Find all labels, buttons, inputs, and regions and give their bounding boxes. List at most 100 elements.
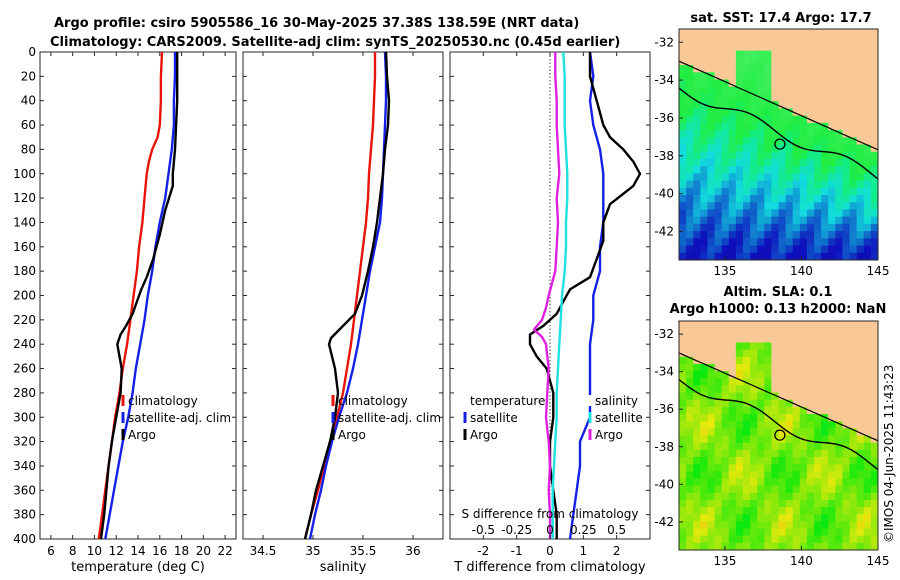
ocean-cell	[714, 492, 723, 501]
ocean-cell	[686, 79, 694, 88]
ocean-cell	[785, 442, 794, 451]
ocean-cell	[821, 421, 829, 429]
land-cell	[721, 335, 730, 344]
ocean-cell	[750, 449, 758, 458]
ocean-cell	[742, 542, 751, 550]
ocean-cell	[806, 485, 815, 494]
land-cell	[806, 399, 815, 408]
ocean-cell	[835, 173, 844, 182]
ocean-cell	[814, 492, 822, 501]
ocean-cell	[700, 72, 709, 81]
land-cell	[686, 36, 694, 45]
ocean-cell	[721, 130, 730, 138]
ocean-cell	[742, 137, 751, 146]
ocean-cell	[764, 456, 772, 465]
land-cell	[870, 65, 878, 73]
ocean-cell	[849, 209, 858, 218]
ocean-cell	[700, 507, 709, 515]
ocean-cell	[863, 442, 872, 451]
ocean-cell	[721, 442, 730, 451]
ocean-cell	[814, 173, 822, 182]
land-cell	[835, 72, 844, 81]
ocean-cell	[792, 202, 801, 211]
ocean-cell	[828, 245, 836, 254]
land-cell	[707, 349, 716, 358]
land-cell	[835, 79, 844, 88]
ocean-cell	[806, 173, 815, 182]
ocean-cell	[707, 435, 716, 444]
ocean-cell	[721, 392, 730, 401]
ocean-cell	[764, 245, 772, 254]
ocean-cell	[863, 151, 872, 160]
ocean-cell	[849, 478, 858, 487]
ocean-cell	[750, 456, 758, 465]
ocean-cell	[806, 252, 815, 260]
ocean-cell	[700, 442, 709, 451]
ocean-cell	[750, 50, 758, 59]
ocean-cell	[693, 492, 701, 501]
ocean-cell	[828, 151, 836, 160]
ocean-cell	[863, 216, 872, 225]
ocean-cell	[764, 216, 772, 225]
legend-label: satellite-adj. clim	[128, 411, 231, 425]
ocean-cell	[842, 449, 851, 458]
ocean-cell	[757, 542, 765, 550]
land-cell	[835, 371, 844, 379]
ocean-cell	[814, 521, 822, 530]
ocean-cell	[842, 507, 851, 515]
ocean-cell	[764, 209, 772, 218]
ocean-cell	[849, 137, 858, 146]
ocean-cell	[799, 492, 808, 501]
ocean-cell	[693, 478, 701, 487]
ocean-cell	[728, 180, 737, 189]
ocean-cell	[735, 79, 744, 88]
land-cell	[842, 321, 851, 329]
land-cell	[792, 29, 801, 37]
ocean-cell	[764, 86, 772, 95]
land-cell	[721, 72, 730, 81]
ocean-cell	[764, 173, 772, 182]
ocean-cell	[814, 238, 822, 247]
land-cell	[828, 371, 836, 379]
ocean-cell	[757, 238, 765, 247]
land-cell	[814, 392, 822, 401]
ocean-cell	[828, 435, 836, 444]
land-cell	[757, 29, 765, 37]
ocean-cell	[679, 122, 687, 131]
land-cell	[714, 65, 723, 73]
ocean-cell	[778, 195, 787, 203]
ocean-cell	[728, 514, 737, 522]
ocean-cell	[814, 187, 822, 196]
ocean-cell	[785, 166, 794, 174]
ocean-cell	[792, 195, 801, 203]
ocean-cell	[721, 499, 730, 508]
ocean-cell	[828, 442, 836, 451]
ocean-cell	[721, 492, 730, 501]
ocean-cell	[821, 252, 829, 260]
land-cell	[806, 101, 815, 110]
ocean-cell	[814, 180, 822, 189]
land-cell	[828, 328, 836, 336]
ocean-cell	[735, 158, 744, 167]
land-cell	[849, 363, 858, 372]
ocean-cell	[806, 245, 815, 254]
ocean-cell	[707, 371, 716, 379]
land-cell	[835, 115, 844, 124]
ocean-cell	[764, 478, 772, 487]
land-cell	[870, 93, 878, 102]
land-cell	[835, 50, 844, 59]
land-cell	[870, 50, 878, 59]
land-cell	[842, 421, 851, 429]
land-cell	[870, 371, 878, 379]
ocean-cell	[778, 166, 787, 174]
ocean-cell	[728, 449, 737, 458]
ocean-cell	[728, 521, 737, 530]
ocean-cell	[863, 528, 872, 537]
ocean-cell	[764, 101, 772, 110]
ocean-cell	[735, 216, 744, 225]
ocean-cell	[856, 507, 865, 515]
ocean-cell	[742, 238, 751, 247]
land-cell	[821, 36, 829, 45]
ocean-cell	[707, 456, 716, 465]
ocean-cell	[728, 535, 737, 544]
